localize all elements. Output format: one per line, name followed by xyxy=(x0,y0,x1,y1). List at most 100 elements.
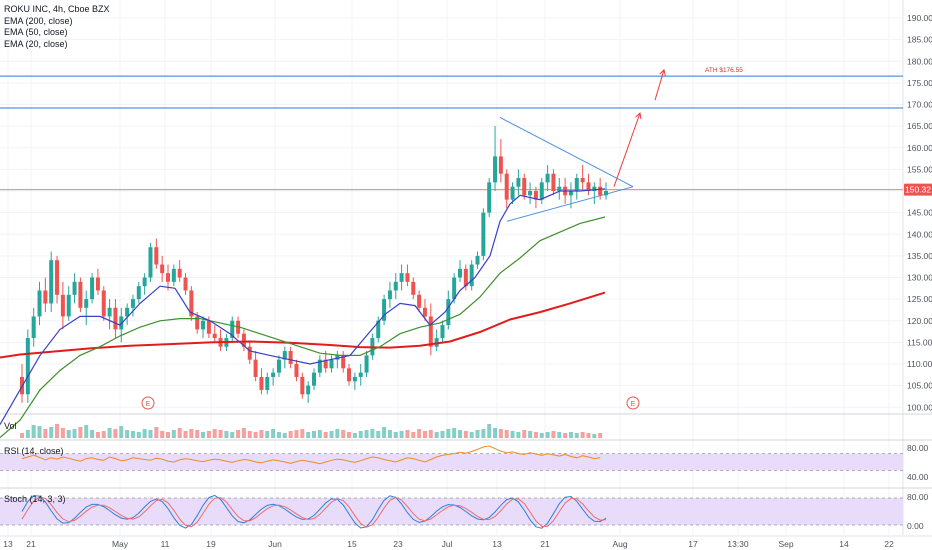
volume-bar xyxy=(586,433,591,438)
earnings-marker xyxy=(626,396,640,410)
candle-body xyxy=(247,346,252,360)
price-tick-label: 115.00 xyxy=(907,337,932,347)
candle-body xyxy=(516,178,521,187)
time-tick-label: Jun xyxy=(268,539,282,549)
candle-body xyxy=(107,307,112,317)
candle-body xyxy=(271,372,276,377)
candle-body xyxy=(294,364,299,377)
volume-bar xyxy=(130,431,135,438)
volume-bar xyxy=(522,430,527,438)
time-tick-label: 17 xyxy=(688,539,698,549)
price-tick-label: 185.00 xyxy=(907,35,932,45)
time-tick-label: 13 xyxy=(3,539,13,549)
candle-body xyxy=(504,173,509,200)
volume-bar xyxy=(498,429,503,438)
candle-body xyxy=(399,273,404,282)
time-tick-label: May xyxy=(112,539,129,549)
candle-body xyxy=(341,355,346,369)
volume-bar xyxy=(183,431,188,438)
candle-body xyxy=(411,281,416,295)
volume-bar xyxy=(201,432,206,438)
volume-bar xyxy=(557,432,562,438)
candle-body xyxy=(201,320,206,330)
rsi-pane-label[interactable]: RSI (14, close) xyxy=(4,446,64,456)
volume-bar xyxy=(422,431,427,438)
time-tick-label: Aug xyxy=(612,539,627,549)
rsi-line xyxy=(21,445,601,465)
volume-bar xyxy=(148,430,153,438)
volume-bar xyxy=(469,432,474,438)
legend-ema50[interactable]: EMA (50, close) xyxy=(4,27,68,37)
candle-body xyxy=(195,316,200,330)
time-tick-label: 15 xyxy=(347,539,357,549)
projection-arrow-1 xyxy=(613,112,641,187)
volume-bar xyxy=(25,430,30,438)
price-tick-label: 140.00 xyxy=(907,229,932,239)
volume-bar xyxy=(405,430,410,438)
earnings-marker-label: E xyxy=(146,401,151,408)
candle-body xyxy=(557,186,562,191)
time-tick-label: 23 xyxy=(393,539,403,549)
candle-body xyxy=(171,268,176,282)
volume-pane-label[interactable]: Vol xyxy=(4,421,17,431)
legend-ema20[interactable]: EMA (20, close) xyxy=(4,38,68,49)
price-tick-label: 190.00 xyxy=(907,13,932,23)
volume-bar xyxy=(563,433,568,438)
ema50-line xyxy=(0,216,606,438)
volume-bar xyxy=(265,431,270,438)
candle-body xyxy=(592,186,597,191)
price-tick-label: 130.00 xyxy=(907,273,932,283)
triangle-lower-line xyxy=(506,186,634,222)
candle-body xyxy=(300,376,305,395)
volume-bar xyxy=(300,429,305,438)
volume-bar xyxy=(125,430,130,438)
legend-symbol[interactable]: ROKU INC, 4h, Cboe BZX xyxy=(4,4,110,14)
candle-body xyxy=(510,186,515,200)
volume-bar xyxy=(84,425,89,438)
candle-body xyxy=(428,316,433,347)
volume-bar xyxy=(160,431,165,438)
price-tick-label: 110.00 xyxy=(907,359,932,369)
stoch-k-line xyxy=(21,494,607,529)
volume-bar xyxy=(568,432,573,438)
candle-body xyxy=(475,255,480,265)
chart-legend: ROKU INC, 4h, Cboe BZX EMA (200, close) … xyxy=(4,4,110,50)
volume-bar xyxy=(230,432,235,438)
volume-bar xyxy=(364,430,369,438)
volume-bar xyxy=(580,432,585,438)
volume-bar xyxy=(113,429,118,438)
volume-bar xyxy=(224,431,229,438)
candle-body xyxy=(574,178,579,191)
candle-body xyxy=(347,368,352,382)
volume-bar xyxy=(206,431,211,438)
candle-body xyxy=(212,333,217,339)
candle-body xyxy=(288,351,293,364)
candle-body xyxy=(25,338,30,395)
earnings-marker-label: E xyxy=(631,401,636,408)
stoch-pane-label[interactable]: Stoch (14, 3, 3) xyxy=(4,494,66,504)
price-tick-label: 125.00 xyxy=(907,294,932,304)
stoch-tick-label: 80.00 xyxy=(907,492,929,502)
volume-bar xyxy=(592,434,597,438)
ath-label: ATH $176.55 xyxy=(705,67,743,74)
volume-bar xyxy=(516,432,521,438)
legend-ema200[interactable]: EMA (200, close) xyxy=(4,15,73,26)
volume-bar xyxy=(598,433,603,438)
volume-bar xyxy=(411,432,416,438)
time-tick-label: 13 xyxy=(492,539,502,549)
candle-body xyxy=(352,376,357,382)
candle-body xyxy=(598,186,603,196)
time-tick-label: 19 xyxy=(206,539,216,549)
candle-body xyxy=(276,359,281,373)
time-tick-label: 21 xyxy=(540,539,550,549)
volume-bar xyxy=(493,428,498,438)
time-tick-label: 21 xyxy=(26,539,36,549)
volume-bar xyxy=(189,429,194,438)
volume-bar xyxy=(276,432,281,438)
time-tick-label: 13:30 xyxy=(727,539,749,549)
candle-body xyxy=(306,385,311,395)
volume-bar xyxy=(60,428,65,438)
volume-bar xyxy=(428,430,433,438)
projection-arrow-2 xyxy=(654,69,665,101)
